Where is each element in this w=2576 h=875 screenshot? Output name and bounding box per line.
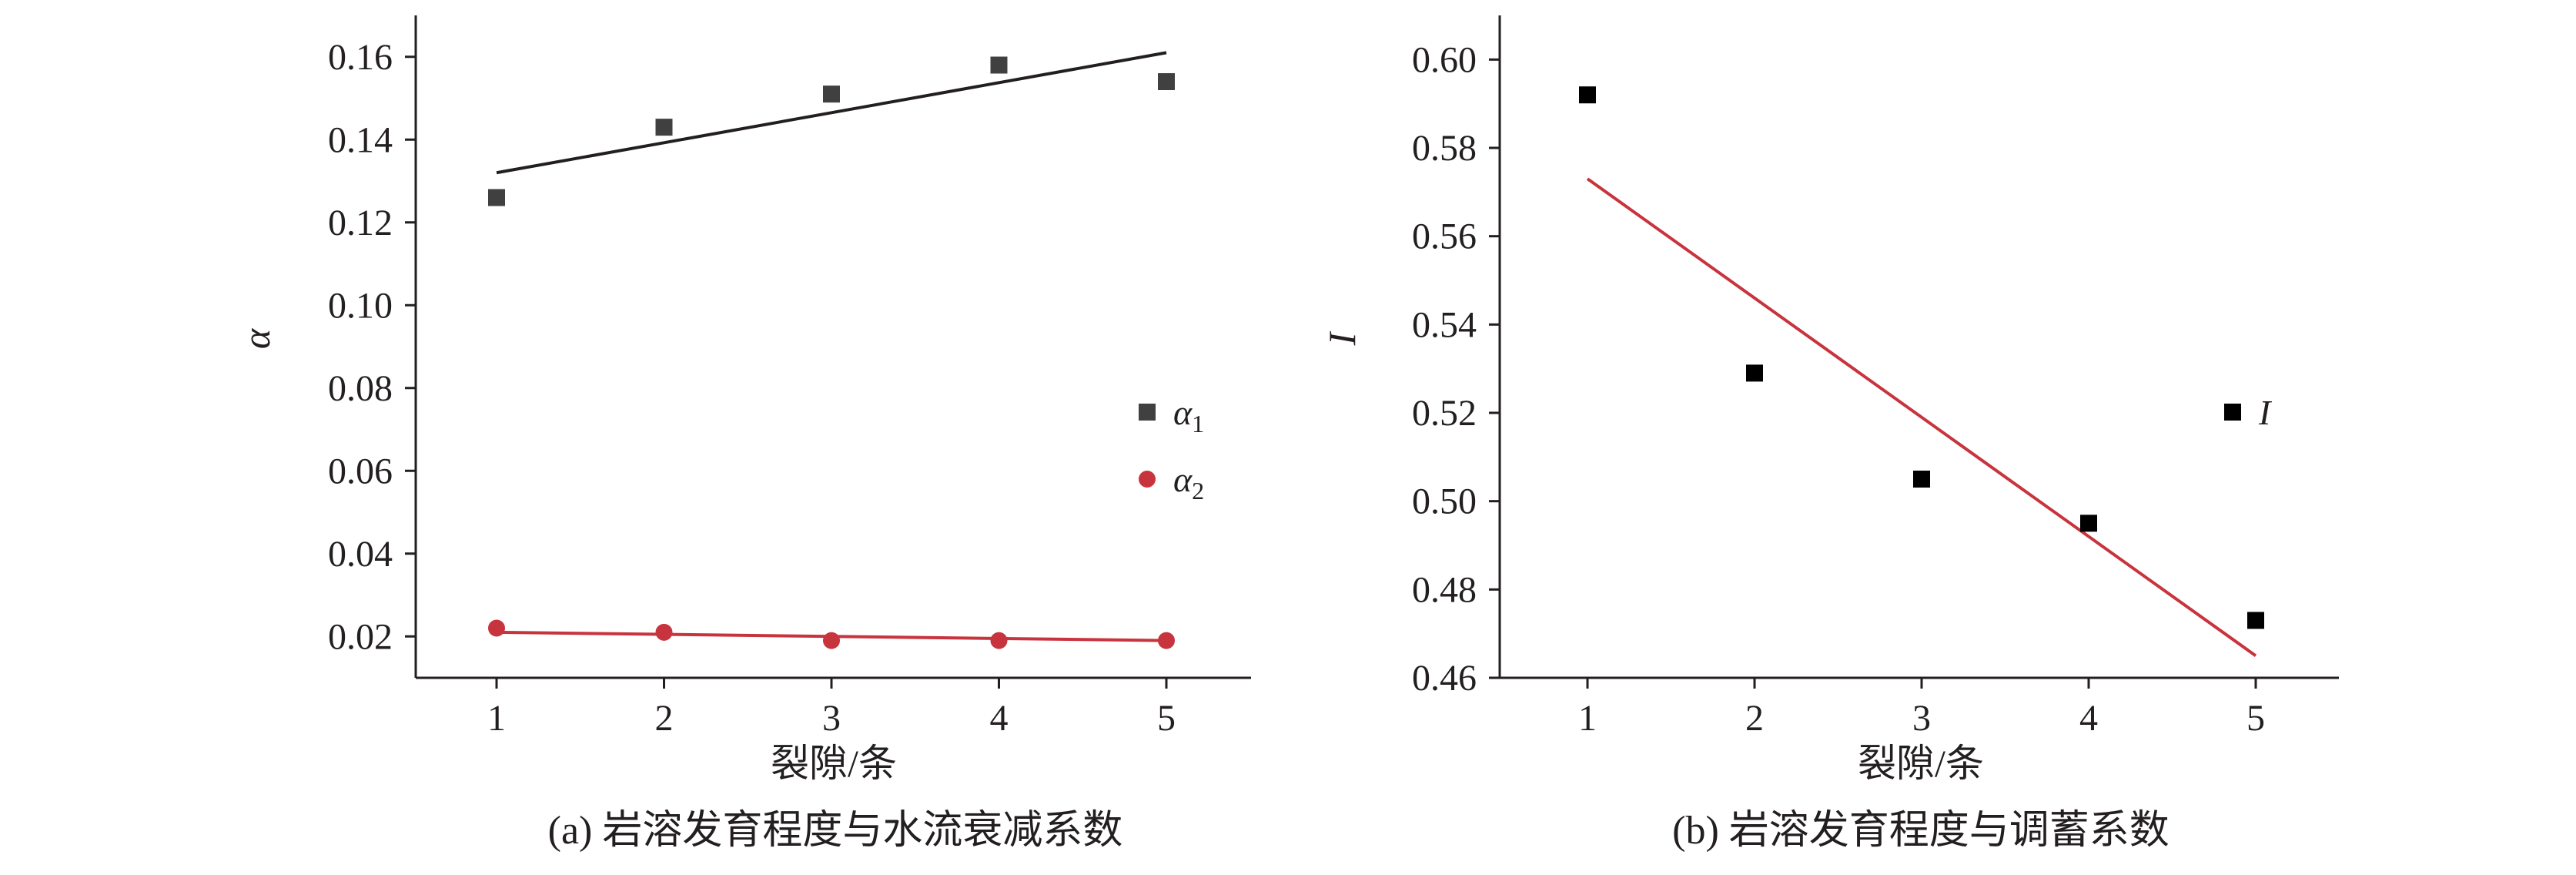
y-tick-label: 0.12 xyxy=(328,203,393,243)
data-point-square xyxy=(2080,515,2097,532)
data-point-circle xyxy=(990,632,1008,649)
legend-label: α1 xyxy=(1173,393,1204,437)
x-tick-label: 1 xyxy=(487,698,506,739)
y-tick-label: 0.50 xyxy=(1412,481,1477,522)
legend-symbol: I xyxy=(2258,393,2273,432)
y-tick-label: 0.46 xyxy=(1412,658,1477,699)
y-tick-label: 0.14 xyxy=(328,119,393,160)
data-point-square xyxy=(1579,86,1596,104)
y-axis-title: I xyxy=(1320,330,1363,346)
legend-marker-square xyxy=(1139,404,1156,421)
legend-marker-square xyxy=(2224,404,2241,421)
x-tick-label: 4 xyxy=(990,698,1009,739)
x-tick-label: 5 xyxy=(2246,698,2265,739)
y-tick-label: 0.10 xyxy=(328,285,393,326)
fit-line-1 xyxy=(496,51,1167,175)
x-tick-label: 4 xyxy=(2079,698,2098,739)
data-point-circle xyxy=(1158,632,1175,649)
data-point-square xyxy=(488,189,505,206)
y-tick-label: 0.06 xyxy=(328,451,393,491)
fit-line-1 xyxy=(1586,177,2257,657)
x-tick-label: 1 xyxy=(1578,698,1597,739)
data-point-circle xyxy=(823,632,840,649)
x-axis-title: 裂隙/条 xyxy=(1858,742,1984,785)
legend-marker-circle xyxy=(1139,471,1156,488)
y-tick-label: 0.60 xyxy=(1412,39,1477,80)
x-tick-label: 5 xyxy=(1157,698,1176,739)
panel-caption: (b) 岩溶发育程度与调蓄系数 xyxy=(1672,809,2170,853)
data-point-circle xyxy=(488,619,505,637)
legend-subscript: 2 xyxy=(1192,477,1204,505)
panel-b-chart: 0.46 0.48 0.50 0.52 0.54 0.56 0.58 0.60 1 2 3 4 5 I 裂隙… xyxy=(1320,15,2339,853)
y-tick-label: 0.54 xyxy=(1412,304,1477,345)
panel-a-chart: 0.02 0.04 0.06 0.08 0.10 0.12 0.14 0.16 1 2 3 4 5 α 裂隙… xyxy=(235,15,1251,853)
legend-symbol: α xyxy=(1173,460,1193,499)
data-point-circle xyxy=(655,623,673,641)
y-tick-label: 0.56 xyxy=(1412,216,1477,257)
y-tick-label: 0.08 xyxy=(328,368,393,409)
data-point-square xyxy=(823,85,840,103)
y-tick-label: 0.16 xyxy=(328,37,393,78)
data-point-square xyxy=(655,119,673,136)
y-tick-label: 0.04 xyxy=(328,534,393,575)
x-tick-label: 2 xyxy=(655,698,674,739)
y-tick-label: 0.02 xyxy=(328,616,393,657)
data-point-square xyxy=(1746,364,1763,382)
legend-subscript: 1 xyxy=(1192,410,1204,437)
x-tick-label: 3 xyxy=(822,698,841,739)
x-axis-title: 裂隙/条 xyxy=(771,742,897,785)
data-point-square xyxy=(990,56,1008,74)
legend-symbol: α xyxy=(1173,393,1193,432)
x-tick-label: 3 xyxy=(1912,698,1931,739)
y-tick-label: 0.48 xyxy=(1412,569,1477,610)
y-tick-label: 0.52 xyxy=(1412,393,1477,434)
y-axis-title: α xyxy=(235,327,278,349)
legend-label: α2 xyxy=(1173,460,1204,505)
data-point-square xyxy=(1913,471,1930,488)
legend-label: I xyxy=(2258,393,2273,432)
data-point-square xyxy=(2247,612,2264,629)
data-point-square xyxy=(1158,73,1175,90)
y-tick-label: 0.58 xyxy=(1412,128,1477,169)
x-tick-label: 2 xyxy=(1745,698,1764,739)
panel-caption: (a) 岩溶发育程度与水流衰减系数 xyxy=(548,809,1123,853)
